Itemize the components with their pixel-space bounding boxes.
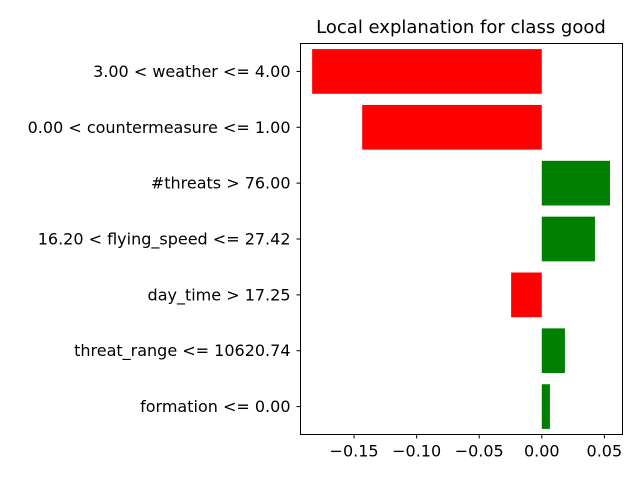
x-tick-label: 0.05 — [587, 442, 623, 461]
plot-frame — [300, 43, 623, 435]
y-tick-labels: 3.00 < weather <= 4.00 0.00 < countermeas… — [28, 62, 301, 416]
y-tick-label: formation <= 0.00 — [140, 397, 290, 416]
bar — [511, 272, 542, 318]
y-tick-label: #threats > 76.00 — [151, 174, 291, 193]
bar — [541, 160, 610, 206]
bar — [541, 384, 550, 429]
x-tick-label: −0.10 — [392, 442, 441, 461]
y-tick-label: 0.00 < countermeasure <= 1.00 — [28, 118, 291, 137]
x-tick-label: −0.15 — [330, 442, 379, 461]
chart-title: Local explanation for class good — [316, 17, 606, 38]
bar — [362, 104, 542, 150]
y-tick-label: day_time > 17.25 — [148, 285, 291, 305]
x-tick-label: 0.00 — [524, 442, 560, 461]
bar — [541, 328, 565, 374]
bar — [312, 49, 542, 94]
y-tick-label: 3.00 < weather <= 4.00 — [93, 62, 290, 81]
bar — [541, 216, 595, 262]
x-tick-label: −0.05 — [455, 442, 504, 461]
y-tick-label: 16.20 < flying_speed <= 27.42 — [38, 230, 291, 250]
bars-group — [312, 49, 610, 429]
y-tick-label: threat_range <= 10620.74 — [74, 341, 290, 361]
x-axis-ticks: −0.15 −0.10 −0.05 0.00 0.05 — [330, 434, 623, 461]
